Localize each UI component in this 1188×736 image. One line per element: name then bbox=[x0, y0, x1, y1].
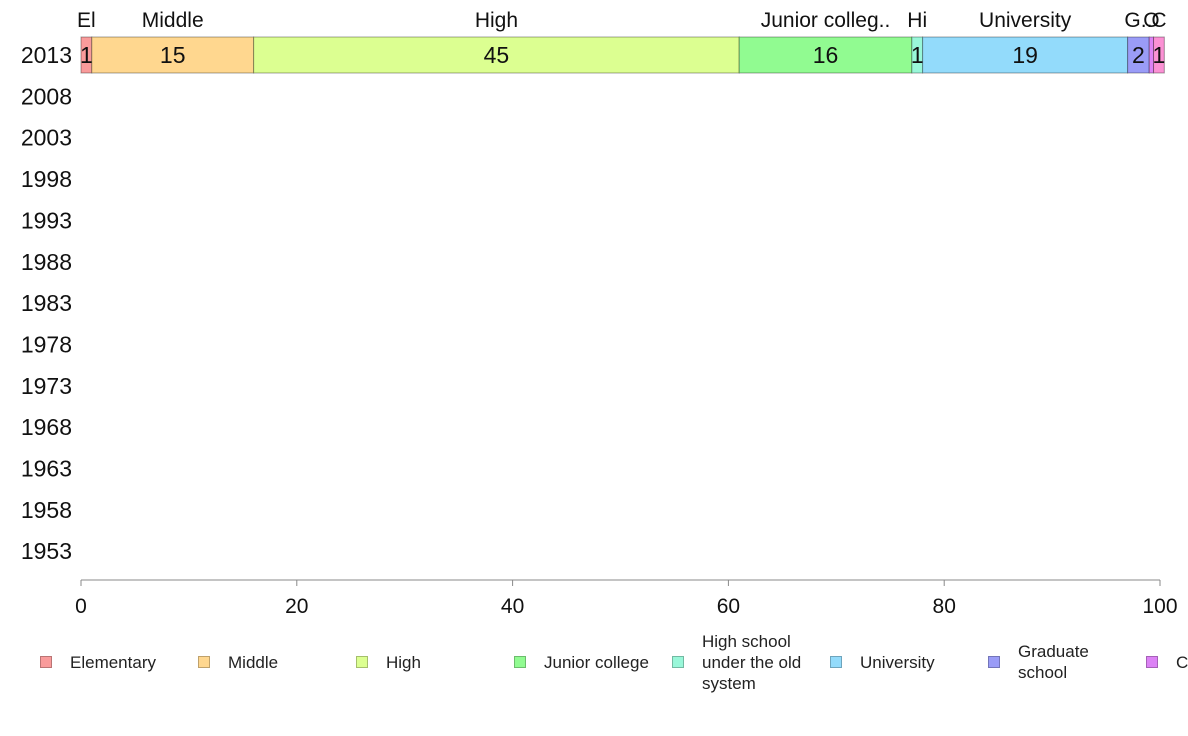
data-label: 15 bbox=[160, 42, 186, 68]
segment-header-label: High bbox=[475, 9, 518, 32]
x-tick-label: 40 bbox=[501, 595, 524, 618]
year-label: 1983 bbox=[21, 290, 72, 316]
data-label: 1 bbox=[80, 42, 93, 68]
legend-label: High school under the old system bbox=[702, 631, 802, 693]
year-label: 1953 bbox=[21, 538, 72, 564]
year-label: 2008 bbox=[21, 83, 72, 109]
bar-segment bbox=[253, 36, 740, 74]
data-label: 1 bbox=[1153, 42, 1166, 68]
segment-header-label: El bbox=[77, 9, 96, 32]
legend-swatch bbox=[40, 656, 52, 668]
legend-item: Graduate school bbox=[988, 630, 1138, 694]
bar-segment bbox=[922, 36, 1129, 74]
year-label: 1978 bbox=[21, 331, 72, 357]
year-label: 1993 bbox=[21, 207, 72, 233]
legend-label: Elementary bbox=[70, 652, 156, 672]
legend-item: Middle bbox=[198, 630, 348, 694]
x-tick-label: 60 bbox=[717, 595, 740, 618]
legend-label: Junior college bbox=[544, 652, 649, 672]
legend-swatch bbox=[198, 656, 210, 668]
bar-segment bbox=[1153, 36, 1165, 74]
stacked-bar-chart: 2013 2008 2003 1998 1993 1988 1983 1978 1973 1968… bbox=[21, 9, 1178, 618]
legend-item: High bbox=[356, 630, 506, 694]
segment-header-label: Middle bbox=[142, 9, 204, 32]
legend-item: Junior college bbox=[514, 630, 664, 694]
year-label: 2013 bbox=[21, 42, 72, 68]
data-label: 1 bbox=[911, 42, 924, 68]
segment-header-label: C bbox=[1151, 9, 1166, 32]
year-label: 1973 bbox=[21, 373, 72, 399]
year-label: 1988 bbox=[21, 249, 72, 275]
legend: Elementary Middle High Junior college High s… bbox=[0, 630, 1188, 694]
legend-swatch bbox=[356, 656, 368, 668]
legend-swatch bbox=[830, 656, 842, 668]
legend-label: University bbox=[860, 652, 935, 672]
legend-swatch bbox=[514, 656, 526, 668]
data-label: 2 bbox=[1132, 42, 1145, 68]
legend-item: University bbox=[830, 630, 980, 694]
legend-item: C bbox=[1146, 630, 1188, 694]
data-label: 19 bbox=[1012, 42, 1038, 68]
data-label: 16 bbox=[813, 42, 839, 68]
segment-header-label: G.. bbox=[1124, 9, 1152, 32]
segment-header-label: University bbox=[979, 9, 1072, 32]
legend-label: High bbox=[386, 652, 421, 672]
year-label: 1968 bbox=[21, 414, 72, 440]
x-tick-label: 100 bbox=[1142, 595, 1177, 618]
year-label: 1963 bbox=[21, 456, 72, 482]
legend-item: High school under the old system bbox=[672, 630, 822, 694]
legend-swatch bbox=[1146, 656, 1158, 668]
legend-swatch bbox=[672, 656, 684, 668]
legend-item: Elementary bbox=[40, 630, 190, 694]
year-label: 1998 bbox=[21, 166, 72, 192]
legend-label: Middle bbox=[228, 652, 279, 672]
x-tick-label: 80 bbox=[933, 595, 956, 618]
segment-header-label: O bbox=[1143, 9, 1159, 32]
segment-header-label: Junior colleg.. bbox=[761, 9, 891, 32]
data-label: 45 bbox=[484, 42, 510, 68]
year-label: 2003 bbox=[21, 125, 72, 151]
year-label: 1958 bbox=[21, 497, 72, 523]
legend-swatch bbox=[988, 656, 1000, 668]
x-tick-label: 20 bbox=[285, 595, 308, 618]
segment-header-label: Hi bbox=[907, 9, 927, 32]
legend-label: C bbox=[1176, 652, 1188, 672]
x-tick-label: 0 bbox=[75, 595, 87, 618]
legend-label: Graduate school bbox=[1018, 642, 1089, 682]
